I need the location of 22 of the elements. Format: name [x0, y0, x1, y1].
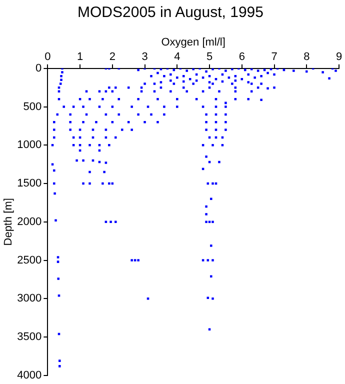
y-tick-label: 500 [23, 100, 42, 113]
y-tick-label: 4000 [17, 369, 42, 382]
y-tick-label: 2500 [17, 254, 42, 266]
x-tick-label: 8 [304, 50, 310, 63]
x-tick-label: 3 [142, 50, 148, 63]
x-tick-label: 2 [109, 50, 116, 63]
x-tick-label: 6 [238, 50, 245, 63]
x-tick-label: 5 [206, 50, 213, 63]
x-tick-label: 7 [271, 50, 278, 63]
x-tick-label: 4 [174, 50, 180, 63]
y-tick-label: 0 [36, 62, 42, 74]
y-tick-label: 1500 [17, 178, 42, 190]
x-tick-label: 0 [44, 50, 51, 63]
y-axis-title: Depth [m] [2, 198, 15, 246]
y-tick-label: 2000 [17, 216, 42, 228]
x-tick-label: 1 [76, 50, 84, 63]
chart-title: MODS2005 in August, 1995 [78, 4, 264, 22]
y-tick-label: 3500 [17, 331, 42, 344]
y-tick-label: 1000 [17, 139, 42, 152]
x-tick-label: 9 [336, 50, 342, 63]
y-tick-label: 3000 [17, 292, 42, 305]
x-axis-title: Oxygen [ml/l] [161, 36, 226, 49]
